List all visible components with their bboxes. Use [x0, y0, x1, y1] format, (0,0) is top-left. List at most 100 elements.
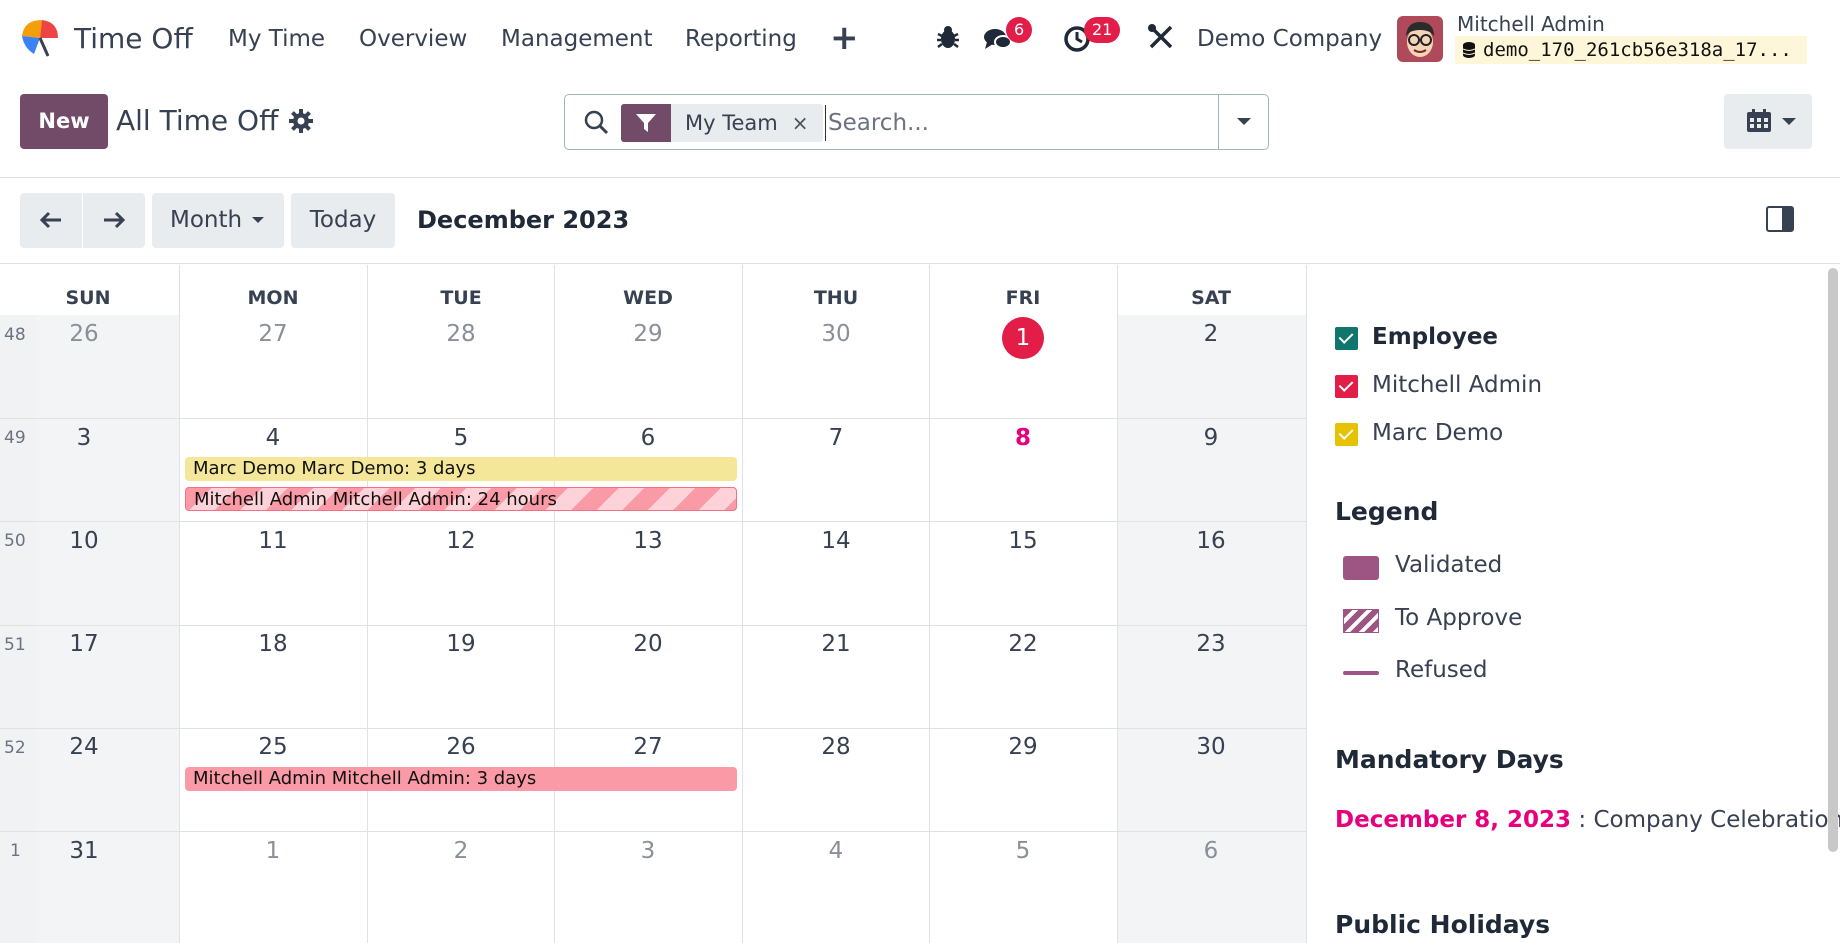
time-off-event-mitchell-to-approve[interactable]: Mitchell Admin Mitchell Admin: 24 hours	[185, 487, 737, 511]
day-cell[interactable]: 31	[69, 838, 99, 864]
day-cell[interactable]: 26	[69, 321, 99, 347]
search-input[interactable]	[825, 105, 1215, 141]
today-day-cell[interactable]: 1	[1002, 317, 1044, 359]
bug-icon[interactable]	[933, 22, 963, 52]
search-options-toggle[interactable]	[1218, 95, 1268, 149]
week-number: 51	[4, 635, 26, 655]
day-cell[interactable]: 26	[446, 734, 476, 760]
day-cell[interactable]: 10	[69, 528, 99, 554]
day-cell[interactable]: 20	[633, 631, 663, 657]
checkbox-checked-icon[interactable]	[1335, 423, 1358, 446]
day-cell[interactable]: 15	[1008, 528, 1038, 554]
time-off-event-marc[interactable]: Marc Demo Marc Demo: 3 days	[185, 457, 737, 481]
day-cell[interactable]: 1	[265, 838, 281, 864]
day-cell[interactable]: 30	[821, 321, 851, 347]
filter-icon	[621, 104, 671, 142]
legend-label: Refused	[1395, 657, 1488, 683]
view-switcher-button[interactable]	[1724, 94, 1812, 149]
time-off-event-mitchell-validated[interactable]: Mitchell Admin Mitchell Admin: 3 days	[185, 767, 737, 791]
search-icon[interactable]	[583, 109, 609, 135]
day-cell[interactable]: 19	[446, 631, 476, 657]
database-name: demo_170_261cb56e318a_17...	[1483, 39, 1792, 61]
day-cell[interactable]: 6	[640, 425, 656, 451]
arrow-left-icon	[40, 211, 61, 229]
calendar-icon	[1747, 109, 1771, 132]
day-cell[interactable]: 14	[821, 528, 851, 554]
time-off-app-icon[interactable]	[18, 16, 62, 60]
day-cell[interactable]: 24	[69, 734, 99, 760]
day-cell[interactable]: 4	[828, 838, 844, 864]
menu-management[interactable]: Management	[501, 26, 653, 52]
mandatory-day-entry: December 8, 2023 : Company Celebration	[1335, 807, 1840, 833]
legend-label: To Approve	[1395, 605, 1523, 631]
filter-label: Employee	[1372, 324, 1499, 350]
sunday-column-shade	[36, 315, 179, 943]
next-button[interactable]	[83, 193, 145, 248]
checkbox-checked-icon[interactable]	[1335, 375, 1358, 398]
side-panel-toggle-icon[interactable]	[1766, 206, 1794, 232]
app-name[interactable]: Time Off	[74, 22, 193, 55]
user-name[interactable]: Mitchell Admin	[1457, 12, 1605, 36]
week-number: 48	[4, 325, 26, 345]
day-cell[interactable]: 11	[258, 528, 288, 554]
tools-icon[interactable]	[1146, 22, 1176, 52]
view-title: All Time Off	[116, 104, 279, 137]
new-button[interactable]: New	[20, 94, 108, 149]
day-cell[interactable]: 7	[828, 425, 844, 451]
scale-dropdown[interactable]: Month	[152, 193, 284, 248]
day-cell[interactable]: 12	[446, 528, 476, 554]
side-panel-scrollbar[interactable]	[1828, 268, 1838, 852]
filter-label: Marc Demo	[1372, 420, 1504, 446]
mandatory-day-name: Company Celebration	[1593, 807, 1840, 833]
day-cell[interactable]: 25	[258, 734, 288, 760]
day-cell[interactable]: 4	[265, 425, 281, 451]
day-cell[interactable]: 28	[821, 734, 851, 760]
mandatory-day-cell[interactable]: 8	[1014, 425, 1031, 451]
arrow-right-icon	[104, 211, 125, 229]
day-cell[interactable]: 23	[1196, 631, 1226, 657]
today-button[interactable]: Today	[291, 193, 395, 248]
database-icon	[1463, 42, 1475, 58]
mandatory-days-title: Mandatory Days	[1335, 745, 1564, 774]
day-cell[interactable]: 17	[69, 631, 99, 657]
gear-icon[interactable]	[288, 108, 314, 134]
day-cell[interactable]: 28	[446, 321, 476, 347]
day-cell[interactable]: 5	[1015, 838, 1031, 864]
day-cell[interactable]: 16	[1196, 528, 1226, 554]
day-cell[interactable]: 29	[633, 321, 663, 347]
refused-swatch	[1343, 671, 1379, 675]
new-item-plus-icon[interactable]: +	[830, 18, 859, 58]
day-cell[interactable]: 27	[258, 321, 288, 347]
menu-overview[interactable]: Overview	[359, 26, 468, 52]
calendar-month-grid: SUN MON TUE WED THU FRI SAT 48 49 50 51 …	[0, 265, 1306, 943]
day-cell[interactable]: 6	[1203, 838, 1219, 864]
company-switcher[interactable]: Demo Company	[1197, 26, 1383, 52]
control-panel: New All Time Off My Team ×	[0, 78, 1840, 178]
facet-remove-icon[interactable]: ×	[791, 111, 809, 135]
day-cell[interactable]: 18	[258, 631, 288, 657]
user-avatar[interactable]	[1397, 16, 1443, 62]
day-cell[interactable]: 13	[633, 528, 663, 554]
day-cell[interactable]: 3	[640, 838, 656, 864]
messages-icon[interactable]	[983, 24, 1013, 54]
top-navbar: Time Off My Time Overview Management Rep…	[0, 0, 1840, 78]
day-cell[interactable]: 27	[633, 734, 663, 760]
day-cell[interactable]: 30	[1196, 734, 1226, 760]
week-number-column	[0, 315, 36, 943]
day-cell[interactable]: 9	[1203, 425, 1219, 451]
day-cell[interactable]: 3	[76, 425, 92, 451]
day-cell[interactable]: 2	[453, 838, 469, 864]
day-cell[interactable]: 22	[1008, 631, 1038, 657]
menu-my-time[interactable]: My Time	[228, 26, 326, 52]
caret-down-icon	[252, 217, 264, 223]
day-cell[interactable]: 29	[1008, 734, 1038, 760]
caret-down-icon	[1782, 118, 1796, 125]
checkbox-checked-icon[interactable]	[1335, 327, 1358, 350]
day-cell[interactable]: 5	[453, 425, 469, 451]
day-cell[interactable]: 21	[821, 631, 851, 657]
week-number: 49	[4, 428, 26, 448]
weekday-wed: WED	[623, 287, 673, 309]
menu-reporting[interactable]: Reporting	[685, 26, 797, 52]
day-cell[interactable]: 2	[1203, 321, 1219, 347]
previous-button[interactable]	[20, 193, 82, 248]
